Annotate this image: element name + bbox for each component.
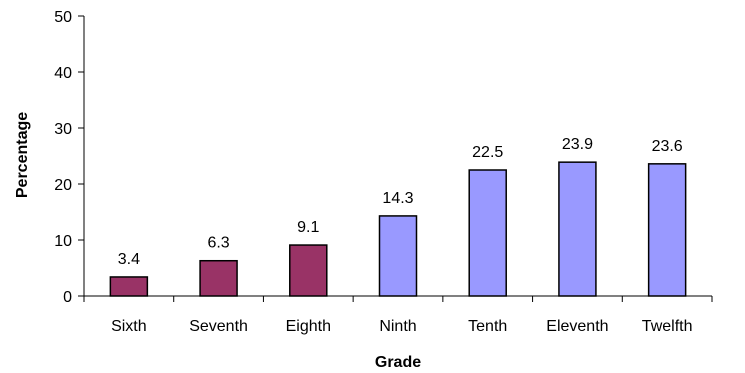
data-label: 6.3 bbox=[207, 235, 229, 252]
y-tick-label: 0 bbox=[63, 289, 72, 306]
data-label: 23.6 bbox=[652, 138, 683, 155]
bar-ninth bbox=[378, 215, 418, 297]
bar-twelfth bbox=[647, 163, 687, 297]
x-tick-label: Seventh bbox=[189, 318, 248, 335]
x-axis-title: Grade bbox=[375, 354, 421, 371]
x-tick-label: Eleventh bbox=[546, 318, 608, 335]
bar-tenth bbox=[468, 169, 507, 297]
x-tick-label: Ninth bbox=[379, 318, 416, 335]
data-label: 9.1 bbox=[297, 219, 319, 236]
data-label: 14.3 bbox=[382, 190, 413, 207]
bar-eleventh bbox=[558, 161, 597, 297]
x-tick-label: Sixth bbox=[111, 318, 147, 335]
bar-eighth bbox=[289, 244, 328, 297]
bar-seventh bbox=[199, 259, 238, 297]
x-tick-label: Tenth bbox=[468, 318, 507, 335]
data-label: 22.5 bbox=[472, 144, 503, 161]
x-axis: Sixth Seventh Eighth Ninth Tenth Eleventh Twel… bbox=[83, 295, 713, 335]
x-tick-label: Twelfth bbox=[642, 318, 693, 335]
data-label: 23.9 bbox=[562, 136, 593, 153]
y-tick-label: 30 bbox=[54, 121, 72, 138]
y-axis-title: Percentage bbox=[14, 112, 31, 198]
x-tick-label: Eighth bbox=[286, 318, 331, 335]
y-axis: 0 10 20 30 40 50 bbox=[54, 9, 85, 306]
data-labels: 3.4 6.3 9.1 14.3 22.5 23.9 23.6 bbox=[118, 136, 683, 268]
y-tick-label: 40 bbox=[54, 65, 72, 82]
bars bbox=[109, 161, 687, 297]
y-tick-label: 50 bbox=[54, 9, 72, 26]
bar-sixth bbox=[109, 276, 149, 297]
data-label: 3.4 bbox=[118, 251, 140, 268]
y-tick-label: 10 bbox=[54, 233, 72, 250]
y-tick-label: 20 bbox=[54, 177, 72, 194]
